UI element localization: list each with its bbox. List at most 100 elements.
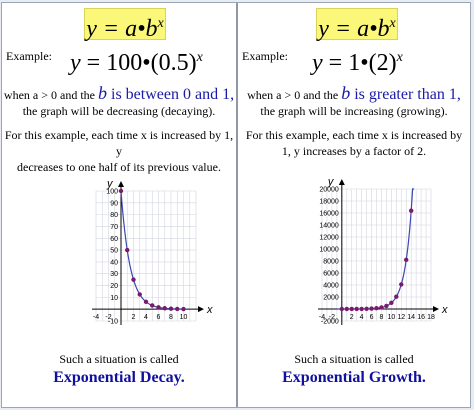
decay-graph: x y -4 -2 2 4 6 8 10 100 90 80 70 60 50 40 30 20 10 -10	[92, 178, 213, 326]
data-point	[137, 292, 142, 297]
y-tick-label: 20000	[319, 187, 339, 194]
y-tick-label: 16000	[319, 211, 339, 218]
x-axis-label: x	[441, 304, 448, 316]
x-tick-label: 8	[380, 314, 384, 321]
x-tick-label: -2	[105, 314, 111, 321]
data-point	[374, 306, 379, 311]
data-point	[143, 299, 149, 304]
y-tick-label: 40	[110, 259, 118, 266]
y-tick-label: 14000	[319, 223, 339, 230]
example-row-decay: Example: y = 100•(0.5)x	[6, 41, 234, 77]
y-tick-label: 80	[110, 212, 118, 219]
formula-a: a	[125, 16, 138, 42]
y-tick-label: 2000	[323, 295, 339, 302]
formula-b: b	[377, 16, 390, 42]
data-point	[118, 188, 124, 194]
x-tick-label: 10	[180, 314, 188, 321]
condition-b: b	[341, 83, 351, 103]
formula-exponent: x	[389, 16, 396, 31]
formula-dot: •	[137, 16, 146, 42]
y-axis-arrow	[338, 179, 345, 185]
x-tick-label: 6	[157, 314, 161, 321]
data-point	[399, 282, 404, 287]
x-axis-arrow	[433, 306, 439, 312]
y-tick-label: 70	[110, 224, 118, 231]
x-tick-label: 8	[169, 314, 173, 321]
grid	[95, 190, 197, 322]
condition-prefix: when a > 0 and the	[3, 88, 98, 102]
y-tick-label: 60	[110, 236, 118, 243]
explanation-line-2: 1, y increases by a factor of 2.	[281, 144, 427, 158]
y-tick-label: 10	[110, 295, 118, 302]
explanation-line-1: For this example, each time x is increas…	[4, 128, 234, 158]
example-label: Example:	[6, 49, 52, 63]
eq-coefficient: 100	[106, 50, 143, 76]
example-label: Example:	[242, 49, 288, 63]
x-tick-label: 12	[397, 314, 405, 321]
growth-graph: x y -4 -2 2 4 6 8 10 12 14 16 18 20000 18000 16000 14000…	[318, 176, 448, 326]
column-divider	[236, 3, 238, 407]
eq-y: y	[312, 50, 323, 76]
example-equation-decay: y = 100•(0.5)x	[70, 41, 203, 80]
x-tick-label: 4	[144, 314, 148, 321]
x-tick-label: 2	[350, 314, 354, 321]
condition-prefix: when a > 0 and the	[247, 88, 342, 102]
eq-equals: =	[80, 50, 107, 76]
y-tick-label: 30	[110, 271, 118, 278]
y-tick-label: 18000	[319, 199, 339, 206]
data-point	[389, 300, 394, 306]
condition-result: the graph will be decreasing (decaying).	[22, 104, 216, 118]
y-tick-label: 4000	[323, 283, 339, 290]
eq-dot: •	[360, 50, 369, 76]
x-tick-label: 2	[132, 314, 136, 321]
data-point	[175, 306, 180, 312]
x-tick-label: 16	[417, 314, 425, 321]
explanation-growth: For this example, each time x is increas…	[240, 127, 468, 159]
data-point	[150, 303, 155, 308]
x-tick-label: 14	[407, 314, 415, 321]
eq-y: y	[70, 50, 81, 76]
x-axis-arrow	[198, 306, 204, 313]
data-point	[379, 305, 384, 310]
condition-phrase: is between 0 and 1,	[107, 86, 235, 103]
x-tick-label: 10	[387, 314, 395, 321]
x-axis-label: x	[206, 304, 213, 316]
eq-equals: =	[322, 50, 349, 76]
y-tick-label: 50	[110, 248, 118, 255]
x-tick-label: 6	[370, 314, 374, 321]
formula-y: y	[86, 16, 97, 42]
x-tick-label: -4	[319, 314, 325, 321]
example-row-growth: Example: y = 1•(2)x	[242, 41, 470, 77]
eq-base: (0.5)	[150, 50, 197, 76]
data-point	[162, 306, 167, 311]
data-point	[384, 303, 389, 309]
data-point	[394, 294, 399, 299]
x-tick-label: 4	[360, 314, 364, 321]
y-tick-label: 20	[110, 283, 118, 290]
condition-text-growth: when a > 0 and the b is greater than 1, …	[238, 83, 470, 119]
x-tick-label: -2	[329, 314, 335, 321]
condition-b: b	[98, 83, 107, 103]
eq-dot: •	[142, 50, 151, 76]
y-axis-label: y	[327, 176, 335, 188]
condition-text-decay: when a > 0 and the b is between 0 and 1,…	[2, 83, 236, 119]
formula-exponent: x	[157, 16, 164, 31]
y-tick-label: -2000	[321, 319, 339, 326]
y-axis-arrow	[118, 181, 124, 187]
data-point	[359, 306, 364, 312]
data-point	[125, 247, 130, 253]
growth-column: y = a•bx Example: y = 1•(2)x when a > 0 …	[238, 3, 470, 407]
general-formula-growth: y = a•bx	[316, 8, 398, 42]
data-point	[168, 306, 174, 311]
data-point	[156, 305, 161, 310]
formula-equals: =	[328, 16, 358, 42]
data-point	[131, 277, 136, 282]
data-point	[369, 306, 374, 311]
x-tick-label: 18	[427, 314, 435, 321]
y-tick-label: 100	[106, 189, 118, 196]
general-formula-decay: y = a•bx	[84, 8, 166, 42]
eq-base: (2)	[368, 50, 397, 76]
x-tick-label: -4	[93, 314, 99, 321]
explanation-decay: For this example, each time x is increas…	[4, 127, 234, 175]
